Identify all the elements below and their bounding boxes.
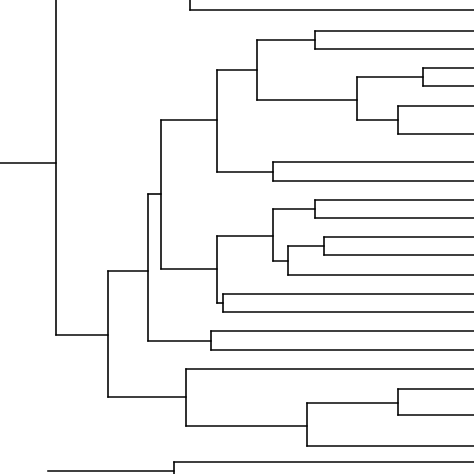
dendrogram-links	[0, 0, 474, 474]
dendrogram-diagram	[0, 0, 474, 474]
